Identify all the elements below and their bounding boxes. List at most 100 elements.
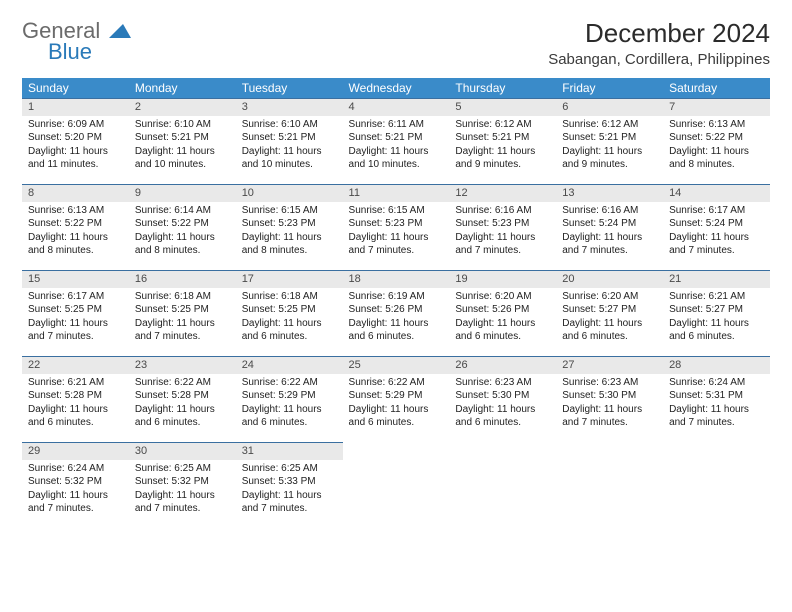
day-details: Sunrise: 6:22 AMSunset: 5:29 PMDaylight:…: [343, 374, 450, 434]
day-number: 20: [556, 270, 663, 288]
sunrise-line: Sunrise: 6:17 AM: [28, 290, 123, 304]
calendar-cell: 16Sunrise: 6:18 AMSunset: 5:25 PMDayligh…: [129, 270, 236, 356]
calendar-cell: 6Sunrise: 6:12 AMSunset: 5:21 PMDaylight…: [556, 98, 663, 184]
daylight-line: Daylight: 11 hours and 8 minutes.: [28, 231, 123, 258]
sunrise-line: Sunrise: 6:23 AM: [455, 376, 550, 390]
sunrise-line: Sunrise: 6:24 AM: [669, 376, 764, 390]
day-number: 11: [343, 184, 450, 202]
sunrise-line: Sunrise: 6:23 AM: [562, 376, 657, 390]
daylight-line: Daylight: 11 hours and 10 minutes.: [349, 145, 444, 172]
daylight-line: Daylight: 11 hours and 7 minutes.: [455, 231, 550, 258]
day-details: Sunrise: 6:23 AMSunset: 5:30 PMDaylight:…: [449, 374, 556, 434]
sunset-line: Sunset: 5:25 PM: [135, 303, 230, 317]
day-details: Sunrise: 6:12 AMSunset: 5:21 PMDaylight:…: [556, 116, 663, 176]
sunset-line: Sunset: 5:21 PM: [135, 131, 230, 145]
daylight-line: Daylight: 11 hours and 6 minutes.: [669, 317, 764, 344]
sunset-line: Sunset: 5:32 PM: [28, 475, 123, 489]
day-details: Sunrise: 6:12 AMSunset: 5:21 PMDaylight:…: [449, 116, 556, 176]
sunset-line: Sunset: 5:21 PM: [455, 131, 550, 145]
calendar-cell: 23Sunrise: 6:22 AMSunset: 5:28 PMDayligh…: [129, 356, 236, 442]
day-number: 3: [236, 98, 343, 116]
weekday-header: Tuesday: [236, 78, 343, 98]
calendar-cell: 10Sunrise: 6:15 AMSunset: 5:23 PMDayligh…: [236, 184, 343, 270]
calendar-cell: 18Sunrise: 6:19 AMSunset: 5:26 PMDayligh…: [343, 270, 450, 356]
sunrise-line: Sunrise: 6:20 AM: [455, 290, 550, 304]
calendar-cell: 29Sunrise: 6:24 AMSunset: 5:32 PMDayligh…: [22, 442, 129, 528]
day-number: 5: [449, 98, 556, 116]
calendar-cell: 7Sunrise: 6:13 AMSunset: 5:22 PMDaylight…: [663, 98, 770, 184]
logo: General Blue: [22, 20, 131, 63]
calendar-cell: 8Sunrise: 6:13 AMSunset: 5:22 PMDaylight…: [22, 184, 129, 270]
daylight-line: Daylight: 11 hours and 6 minutes.: [349, 403, 444, 430]
day-details: Sunrise: 6:16 AMSunset: 5:23 PMDaylight:…: [449, 202, 556, 262]
day-number: 27: [556, 356, 663, 374]
calendar-cell: 30Sunrise: 6:25 AMSunset: 5:32 PMDayligh…: [129, 442, 236, 528]
daylight-line: Daylight: 11 hours and 7 minutes.: [669, 403, 764, 430]
day-number: 31: [236, 442, 343, 460]
weekday-header: Saturday: [663, 78, 770, 98]
day-details: Sunrise: 6:22 AMSunset: 5:28 PMDaylight:…: [129, 374, 236, 434]
calendar-cell: 3Sunrise: 6:10 AMSunset: 5:21 PMDaylight…: [236, 98, 343, 184]
sunrise-line: Sunrise: 6:22 AM: [349, 376, 444, 390]
calendar-cell: 15Sunrise: 6:17 AMSunset: 5:25 PMDayligh…: [22, 270, 129, 356]
sunrise-line: Sunrise: 6:15 AM: [242, 204, 337, 218]
calendar-cell: 25Sunrise: 6:22 AMSunset: 5:29 PMDayligh…: [343, 356, 450, 442]
sunrise-line: Sunrise: 6:18 AM: [135, 290, 230, 304]
daylight-line: Daylight: 11 hours and 7 minutes.: [242, 489, 337, 516]
calendar-cell: 11Sunrise: 6:15 AMSunset: 5:23 PMDayligh…: [343, 184, 450, 270]
sunrise-line: Sunrise: 6:10 AM: [242, 118, 337, 132]
sunset-line: Sunset: 5:23 PM: [349, 217, 444, 231]
day-number: 15: [22, 270, 129, 288]
daylight-line: Daylight: 11 hours and 6 minutes.: [562, 317, 657, 344]
daylight-line: Daylight: 11 hours and 7 minutes.: [562, 403, 657, 430]
daylight-line: Daylight: 11 hours and 10 minutes.: [135, 145, 230, 172]
day-details: Sunrise: 6:21 AMSunset: 5:28 PMDaylight:…: [22, 374, 129, 434]
sunrise-line: Sunrise: 6:12 AM: [455, 118, 550, 132]
calendar-cell: [556, 442, 663, 528]
day-details: Sunrise: 6:20 AMSunset: 5:26 PMDaylight:…: [449, 288, 556, 348]
calendar-cell: 21Sunrise: 6:21 AMSunset: 5:27 PMDayligh…: [663, 270, 770, 356]
sunrise-line: Sunrise: 6:17 AM: [669, 204, 764, 218]
sunrise-line: Sunrise: 6:10 AM: [135, 118, 230, 132]
day-number: 12: [449, 184, 556, 202]
sunset-line: Sunset: 5:25 PM: [28, 303, 123, 317]
calendar-cell: [343, 442, 450, 528]
daylight-line: Daylight: 11 hours and 7 minutes.: [135, 489, 230, 516]
sunrise-line: Sunrise: 6:16 AM: [562, 204, 657, 218]
calendar-cell: [449, 442, 556, 528]
sunset-line: Sunset: 5:30 PM: [455, 389, 550, 403]
day-details: Sunrise: 6:20 AMSunset: 5:27 PMDaylight:…: [556, 288, 663, 348]
day-number: 19: [449, 270, 556, 288]
calendar-row: 15Sunrise: 6:17 AMSunset: 5:25 PMDayligh…: [22, 270, 770, 356]
daylight-line: Daylight: 11 hours and 8 minutes.: [135, 231, 230, 258]
sunrise-line: Sunrise: 6:13 AM: [669, 118, 764, 132]
calendar-cell: 4Sunrise: 6:11 AMSunset: 5:21 PMDaylight…: [343, 98, 450, 184]
daylight-line: Daylight: 11 hours and 6 minutes.: [135, 403, 230, 430]
sunrise-line: Sunrise: 6:12 AM: [562, 118, 657, 132]
weekday-header: Monday: [129, 78, 236, 98]
day-number: 24: [236, 356, 343, 374]
sunset-line: Sunset: 5:24 PM: [669, 217, 764, 231]
day-number: 4: [343, 98, 450, 116]
calendar-cell: 19Sunrise: 6:20 AMSunset: 5:26 PMDayligh…: [449, 270, 556, 356]
day-number: 1: [22, 98, 129, 116]
daylight-line: Daylight: 11 hours and 7 minutes.: [135, 317, 230, 344]
weekday-header: Thursday: [449, 78, 556, 98]
day-details: Sunrise: 6:25 AMSunset: 5:33 PMDaylight:…: [236, 460, 343, 520]
day-number: 25: [343, 356, 450, 374]
sunset-line: Sunset: 5:25 PM: [242, 303, 337, 317]
day-number: 22: [22, 356, 129, 374]
day-details: Sunrise: 6:21 AMSunset: 5:27 PMDaylight:…: [663, 288, 770, 348]
calendar-cell: 22Sunrise: 6:21 AMSunset: 5:28 PMDayligh…: [22, 356, 129, 442]
sunset-line: Sunset: 5:26 PM: [455, 303, 550, 317]
day-number: 30: [129, 442, 236, 460]
daylight-line: Daylight: 11 hours and 6 minutes.: [349, 317, 444, 344]
sunrise-line: Sunrise: 6:15 AM: [349, 204, 444, 218]
calendar-cell: 26Sunrise: 6:23 AMSunset: 5:30 PMDayligh…: [449, 356, 556, 442]
daylight-line: Daylight: 11 hours and 8 minutes.: [669, 145, 764, 172]
day-number: 9: [129, 184, 236, 202]
sunset-line: Sunset: 5:23 PM: [455, 217, 550, 231]
sunrise-line: Sunrise: 6:21 AM: [669, 290, 764, 304]
calendar-cell: 27Sunrise: 6:23 AMSunset: 5:30 PMDayligh…: [556, 356, 663, 442]
sunset-line: Sunset: 5:28 PM: [28, 389, 123, 403]
